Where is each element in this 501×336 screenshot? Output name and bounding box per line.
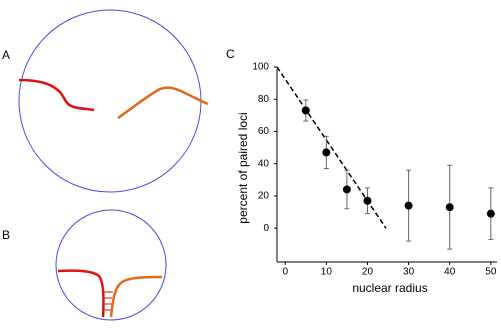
point <box>404 201 413 210</box>
nucleus <box>55 209 167 321</box>
point <box>445 203 454 212</box>
chart: percent of paired loci nuclear radius 0 2… <box>236 62 497 295</box>
diagram-b <box>55 209 167 321</box>
x-tick-label: 50 <box>485 267 497 278</box>
nucleus <box>18 9 202 193</box>
panel-label: C <box>226 47 235 61</box>
y-tick-label: 100 <box>252 62 269 73</box>
x-tick-label: 30 <box>403 267 415 278</box>
x-tick-label: 40 <box>444 267 456 278</box>
pairing-rungs <box>103 291 113 311</box>
y-tick-label: 20 <box>258 191 270 202</box>
red-locus <box>18 78 95 112</box>
y-tick-label: 80 <box>258 94 270 105</box>
x-tick-label: 20 <box>362 267 374 278</box>
point <box>363 196 372 205</box>
orange-locus <box>109 275 163 318</box>
point <box>486 209 495 218</box>
red-locus <box>57 269 105 318</box>
x-tick-label: 10 <box>321 267 333 278</box>
point <box>301 106 310 115</box>
y-axis-title: percent of paired loci <box>236 112 250 223</box>
orange-locus <box>117 86 209 120</box>
panel-label: A <box>2 48 10 62</box>
panel-label: B <box>2 228 10 242</box>
point <box>342 185 351 194</box>
y-tick-label: 60 <box>258 126 270 137</box>
x-tick-label: 0 <box>282 267 288 278</box>
y-tick-label: 0 <box>263 223 269 234</box>
x-axis-title: nuclear radius <box>352 281 427 295</box>
point <box>322 148 331 157</box>
diagram-a <box>18 9 209 193</box>
y-tick-label: 40 <box>258 158 270 169</box>
